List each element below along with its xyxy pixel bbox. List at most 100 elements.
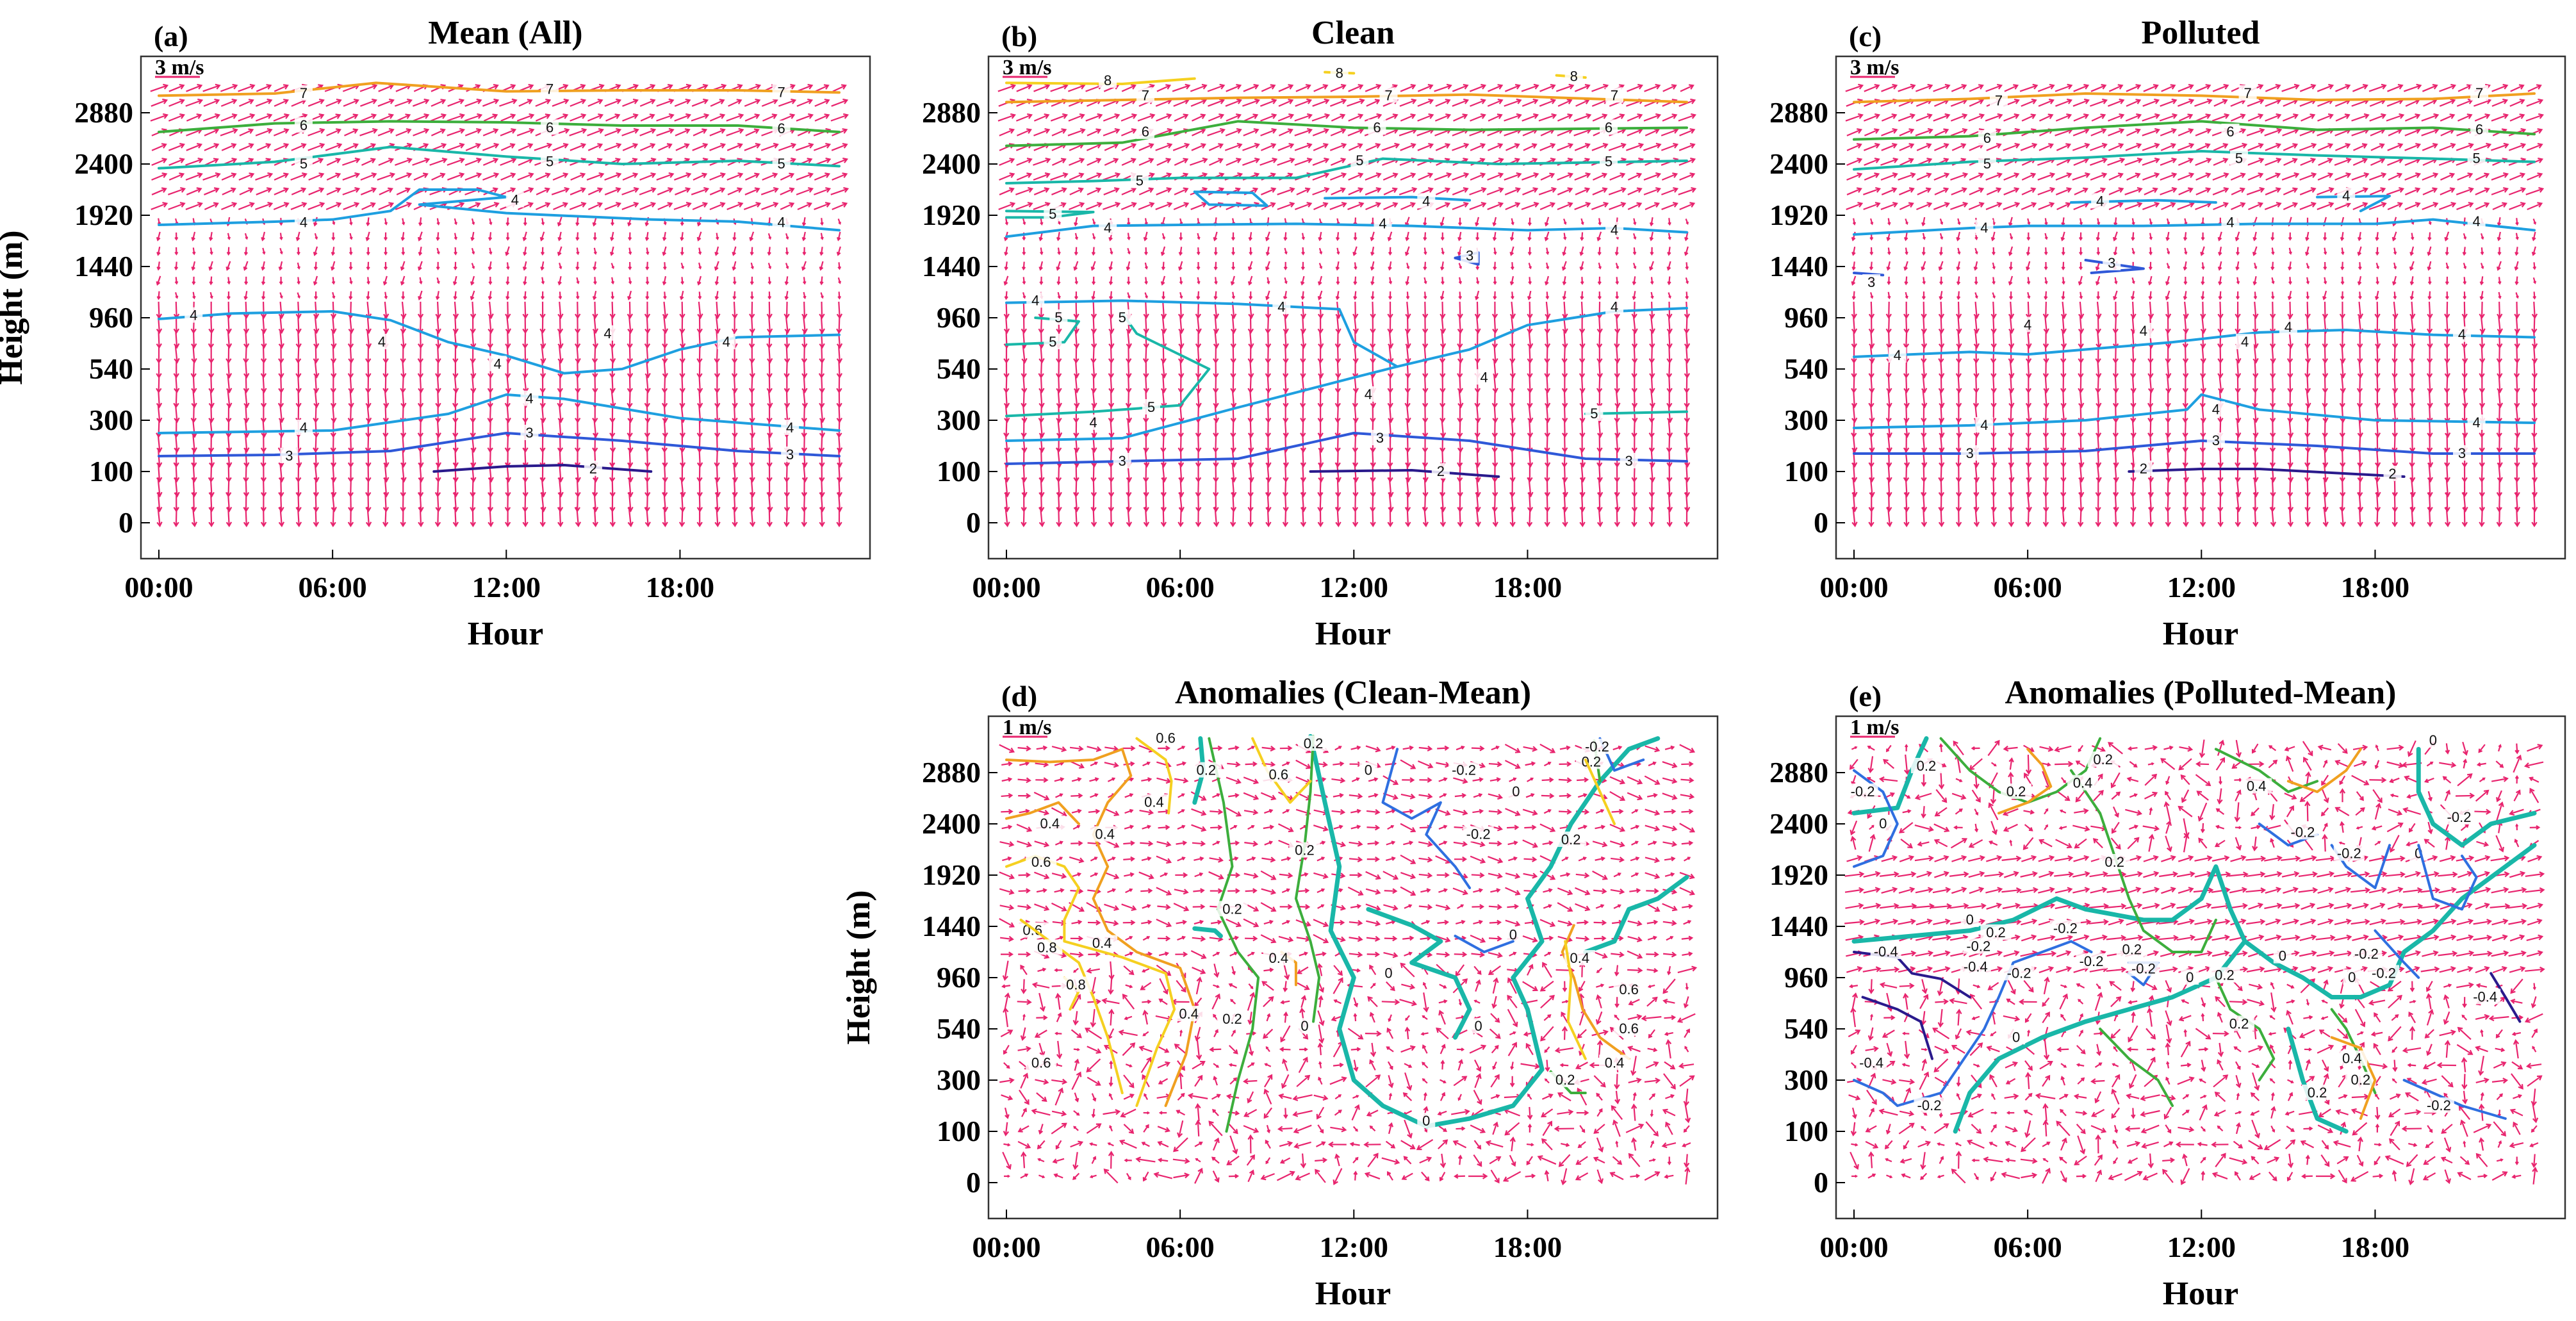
wind-vector-head: [1649, 462, 1655, 468]
wind-vector-head: [1336, 251, 1340, 255]
wind-vector-head: [226, 358, 232, 364]
wind-vector-head: [1586, 113, 1592, 119]
wind-vector-head: [1160, 358, 1167, 364]
wind-vector: [413, 114, 429, 122]
wind-vector-head: [1655, 187, 1661, 193]
wind-vector-head: [841, 84, 847, 90]
wind-vector-head: [1306, 202, 1313, 208]
wind-vector-head: [1108, 343, 1115, 349]
wind-vector-head: [539, 313, 546, 320]
wind-vector-head: [1317, 418, 1324, 423]
wind-vector-head: [1317, 358, 1324, 364]
wind-vector: [593, 261, 596, 270]
wind-vector-head: [1143, 521, 1150, 528]
wind-vector-head: [1230, 432, 1236, 438]
wind-vector-head: [597, 187, 603, 193]
wind-vector-head: [1254, 142, 1260, 149]
wind-vector-head: [1475, 267, 1480, 270]
wind-vector-head: [1684, 237, 1689, 242]
wind-vector-head: [400, 343, 407, 349]
wind-vector-head: [784, 281, 789, 286]
wind-vector: [464, 158, 481, 166]
wind-vector-head: [1026, 128, 1032, 134]
wind-vector: [274, 144, 288, 151]
wind-vector-head: [208, 447, 215, 454]
wind-vector: [1453, 114, 1467, 122]
wind-vector-head: [1648, 447, 1655, 454]
wind-vector-head: [540, 267, 545, 271]
wind-vector: [611, 390, 614, 407]
wind-vector-head: [1633, 236, 1637, 240]
wind-vector-head: [1214, 281, 1218, 285]
wind-vector: [400, 261, 406, 270]
wind-vector-head: [1300, 267, 1305, 271]
wind-vector-head: [714, 252, 719, 256]
wind-vector-head: [801, 432, 807, 438]
wind-vector: [489, 316, 492, 333]
wind-vector: [384, 275, 388, 285]
wind-vector: [221, 173, 236, 181]
wind-vector-head: [1370, 358, 1376, 364]
wind-vector-head: [557, 222, 562, 227]
wind-vector-head: [1458, 222, 1462, 226]
wind-vector: [1243, 85, 1258, 92]
wind-vector: [1294, 114, 1312, 122]
wind-vector-head: [1562, 281, 1567, 286]
wind-vector-head: [1544, 236, 1549, 242]
wind-vector-head: [557, 373, 564, 379]
wind-vector-head: [366, 267, 370, 271]
wind-vector: [1207, 129, 1225, 136]
wind-vector: [1528, 331, 1532, 348]
wind-vector: [680, 331, 684, 348]
wind-vector-head: [540, 491, 546, 498]
contour-line: [158, 310, 841, 375]
wind-vector: [715, 261, 719, 270]
y-tick-label: 2400: [74, 147, 133, 180]
wind-vector-head: [1195, 492, 1202, 498]
wind-vector: [1294, 129, 1312, 136]
contour-line: [158, 145, 841, 170]
wind-vector: [697, 231, 702, 241]
wind-vector-head: [1549, 172, 1555, 179]
wind-vector-head: [1004, 417, 1010, 423]
wind-vector-head: [1335, 296, 1340, 300]
wind-vector-head: [1655, 83, 1661, 90]
wind-vector: [1284, 291, 1287, 299]
wind-vector-head: [628, 267, 632, 270]
wind-vector-head: [1480, 172, 1486, 178]
wind-vector: [552, 99, 569, 107]
wind-vector-head: [213, 143, 220, 149]
wind-vector: [1197, 316, 1200, 333]
wind-vector-head: [719, 113, 726, 119]
wind-vector-head: [191, 432, 197, 438]
wind-vector-head: [156, 281, 161, 286]
wind-vector-head: [1247, 492, 1254, 498]
wind-vector-head: [685, 172, 692, 178]
wind-vector: [238, 114, 254, 122]
wind-vector: [559, 360, 562, 377]
wind-vector-head: [1474, 358, 1481, 364]
wind-vector-head: [1579, 373, 1586, 379]
wind-vector-head: [1197, 281, 1201, 285]
wind-vector-head: [226, 313, 232, 320]
wind-vector-head: [1491, 432, 1498, 438]
wind-vector-head: [1689, 202, 1696, 208]
wind-vector-head: [819, 491, 825, 498]
wind-vector-head: [347, 373, 354, 379]
wind-vector-head: [662, 266, 667, 270]
wind-vector: [1580, 261, 1584, 270]
wind-vector-head: [1650, 295, 1654, 300]
wind-vector-head: [1567, 202, 1573, 208]
wind-vector: [663, 360, 666, 377]
wind-vector-head: [1161, 373, 1167, 379]
wind-vector-head: [1056, 507, 1062, 513]
wind-vector-head: [459, 127, 465, 134]
wind-vector-head: [226, 462, 233, 468]
wind-vector: [639, 129, 655, 136]
wind-vector: [1069, 202, 1084, 210]
contour-label-bg: [1359, 386, 1377, 402]
wind-vector: [464, 114, 482, 122]
wind-vector: [1399, 99, 1416, 107]
wind-vector-head: [773, 202, 779, 208]
wind-vector-head: [748, 388, 755, 394]
